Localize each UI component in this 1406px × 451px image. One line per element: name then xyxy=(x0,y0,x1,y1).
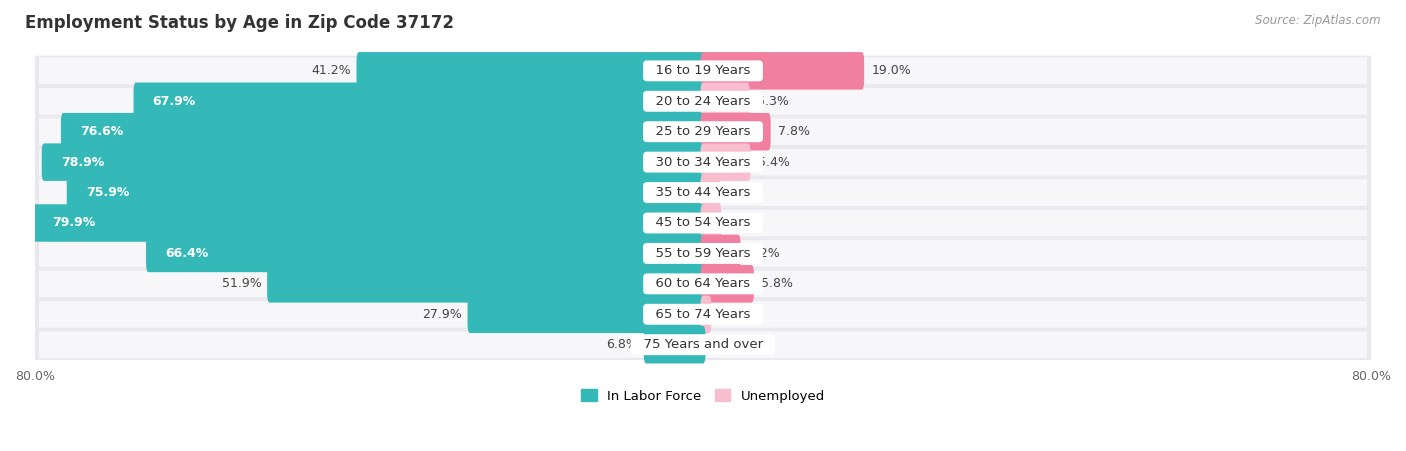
FancyBboxPatch shape xyxy=(267,265,706,303)
FancyBboxPatch shape xyxy=(35,299,1371,330)
Text: 0.7%: 0.7% xyxy=(718,308,751,321)
Text: 6.8%: 6.8% xyxy=(606,338,638,351)
Text: 55 to 59 Years: 55 to 59 Years xyxy=(647,247,759,260)
Legend: In Labor Force, Unemployed: In Labor Force, Unemployed xyxy=(575,384,831,408)
FancyBboxPatch shape xyxy=(60,113,706,151)
Text: 67.9%: 67.9% xyxy=(153,95,195,108)
FancyBboxPatch shape xyxy=(700,83,749,120)
Text: Employment Status by Age in Zip Code 37172: Employment Status by Age in Zip Code 371… xyxy=(25,14,454,32)
FancyBboxPatch shape xyxy=(700,235,741,272)
FancyBboxPatch shape xyxy=(468,295,706,333)
FancyBboxPatch shape xyxy=(39,118,1367,145)
Text: 45 to 54 Years: 45 to 54 Years xyxy=(647,216,759,230)
Text: 78.9%: 78.9% xyxy=(60,156,104,169)
FancyBboxPatch shape xyxy=(146,235,706,272)
FancyBboxPatch shape xyxy=(39,149,1367,175)
Text: 25 to 29 Years: 25 to 29 Years xyxy=(647,125,759,138)
FancyBboxPatch shape xyxy=(39,179,1367,206)
Text: 60 to 64 Years: 60 to 64 Years xyxy=(647,277,759,290)
Text: 20 to 24 Years: 20 to 24 Years xyxy=(647,95,759,108)
FancyBboxPatch shape xyxy=(66,174,706,212)
Text: 1.8%: 1.8% xyxy=(728,186,759,199)
FancyBboxPatch shape xyxy=(35,116,1371,147)
FancyBboxPatch shape xyxy=(39,271,1367,297)
FancyBboxPatch shape xyxy=(39,331,1367,358)
Text: 65 to 74 Years: 65 to 74 Years xyxy=(647,308,759,321)
Text: 66.4%: 66.4% xyxy=(166,247,208,260)
Text: Source: ZipAtlas.com: Source: ZipAtlas.com xyxy=(1256,14,1381,27)
FancyBboxPatch shape xyxy=(35,147,1371,177)
FancyBboxPatch shape xyxy=(35,208,1371,238)
Text: 1.9%: 1.9% xyxy=(728,216,761,230)
Text: 7.8%: 7.8% xyxy=(778,125,810,138)
FancyBboxPatch shape xyxy=(357,52,706,90)
Text: 75 Years and over: 75 Years and over xyxy=(634,338,772,351)
Text: 75.9%: 75.9% xyxy=(86,186,129,199)
FancyBboxPatch shape xyxy=(35,269,1371,299)
Text: 41.2%: 41.2% xyxy=(311,64,350,78)
Text: 76.6%: 76.6% xyxy=(80,125,124,138)
Text: 79.9%: 79.9% xyxy=(52,216,96,230)
FancyBboxPatch shape xyxy=(35,238,1371,269)
Text: 5.4%: 5.4% xyxy=(758,156,790,169)
FancyBboxPatch shape xyxy=(34,204,706,242)
FancyBboxPatch shape xyxy=(39,210,1367,236)
FancyBboxPatch shape xyxy=(644,326,706,364)
FancyBboxPatch shape xyxy=(700,52,865,90)
FancyBboxPatch shape xyxy=(39,88,1367,115)
FancyBboxPatch shape xyxy=(35,86,1371,116)
Text: 19.0%: 19.0% xyxy=(872,64,911,78)
FancyBboxPatch shape xyxy=(35,177,1371,208)
FancyBboxPatch shape xyxy=(39,57,1367,84)
Text: 16 to 19 Years: 16 to 19 Years xyxy=(647,64,759,78)
Text: 51.9%: 51.9% xyxy=(222,277,262,290)
FancyBboxPatch shape xyxy=(39,301,1367,328)
FancyBboxPatch shape xyxy=(700,204,721,242)
FancyBboxPatch shape xyxy=(134,83,706,120)
FancyBboxPatch shape xyxy=(39,240,1367,267)
Text: 0.0%: 0.0% xyxy=(713,338,745,351)
FancyBboxPatch shape xyxy=(700,295,711,333)
FancyBboxPatch shape xyxy=(42,143,706,181)
Text: 30 to 34 Years: 30 to 34 Years xyxy=(647,156,759,169)
Text: 35 to 44 Years: 35 to 44 Years xyxy=(647,186,759,199)
FancyBboxPatch shape xyxy=(700,265,754,303)
FancyBboxPatch shape xyxy=(35,55,1371,86)
Text: 5.3%: 5.3% xyxy=(758,95,789,108)
FancyBboxPatch shape xyxy=(700,174,720,212)
Text: 4.2%: 4.2% xyxy=(748,247,780,260)
Text: 27.9%: 27.9% xyxy=(422,308,461,321)
Text: 5.8%: 5.8% xyxy=(762,277,793,290)
FancyBboxPatch shape xyxy=(35,330,1371,360)
FancyBboxPatch shape xyxy=(700,143,751,181)
FancyBboxPatch shape xyxy=(700,113,770,151)
